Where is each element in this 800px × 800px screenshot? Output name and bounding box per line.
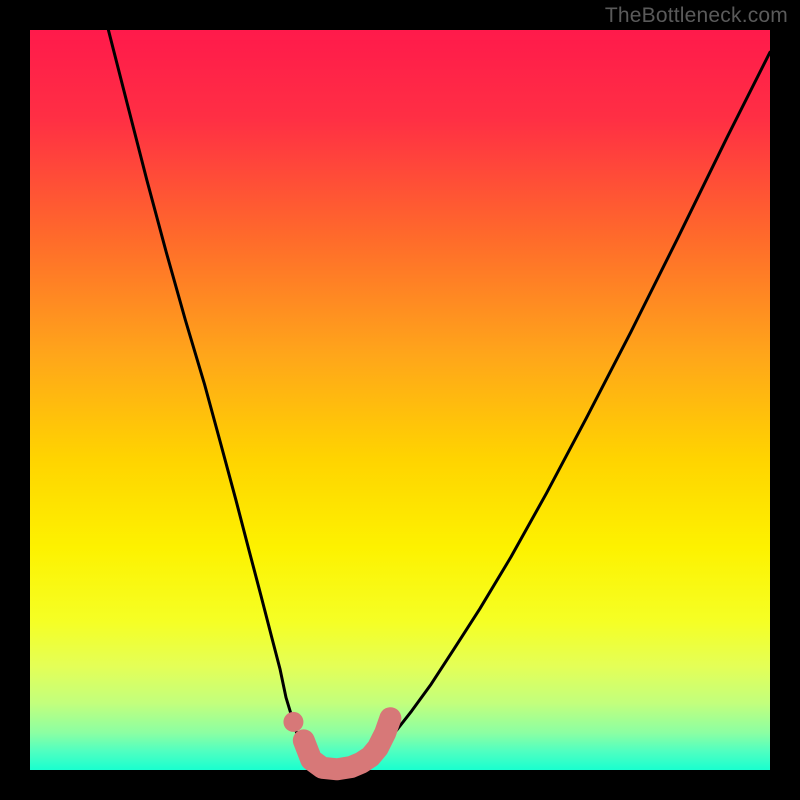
plot-background [30, 30, 770, 770]
bottleneck-marker-dot [283, 712, 303, 732]
chart-container: TheBottleneck.com [0, 0, 800, 800]
bottleneck-curve-chart [0, 0, 800, 800]
watermark-label: TheBottleneck.com [605, 4, 788, 28]
